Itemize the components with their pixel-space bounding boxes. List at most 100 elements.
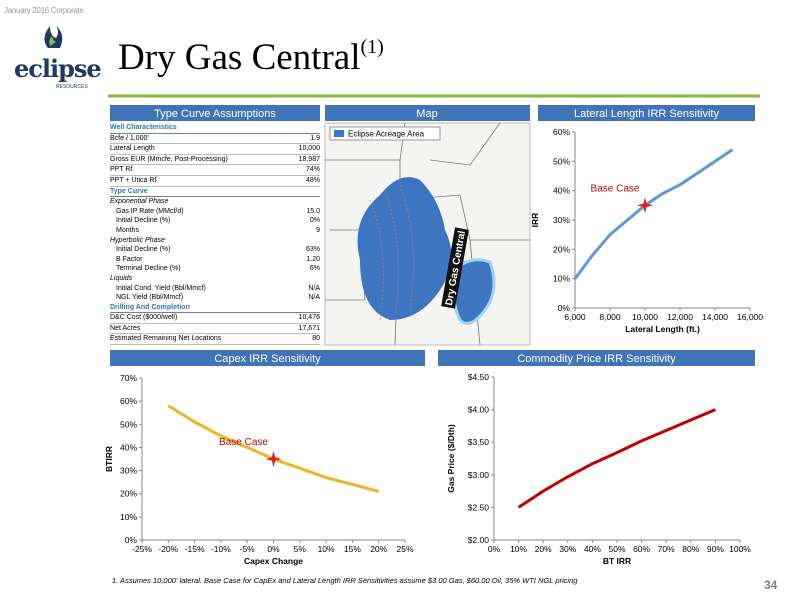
chart-title: Capex IRR Sensitivity — [214, 353, 321, 365]
table-row: Initial Decline (%) 63% — [110, 245, 320, 255]
table-row: NGL Yield (Bbl/Mmcf) N/A — [110, 293, 320, 303]
y-axis-label: BTIRR — [104, 446, 114, 472]
row-label: Initial Decline (%) — [116, 217, 171, 225]
table-row: Terminal Decline (%) 6% — [110, 264, 320, 274]
x-tick-label: 14,000 — [702, 312, 728, 322]
x-axis-label: Capex Change — [244, 556, 303, 566]
row-label: PPT Rf — [110, 166, 133, 174]
table-row: B Factor 1.20 — [110, 255, 320, 265]
row-label: PPT + Utica Rf — [110, 176, 157, 184]
map: Eclipse Acreage Area Dry Gas Central — [324, 122, 531, 346]
table-row: D&C Cost ($000/well) 10,476 — [110, 313, 320, 324]
row-label: Initial Cond. Yield (Bbl/Mmcf) — [116, 284, 206, 292]
x-tick-label: 80% — [682, 544, 699, 554]
row-value: 18,987 — [298, 155, 320, 163]
y-tick-label: 50% — [120, 419, 137, 429]
x-tick-label: 5% — [294, 544, 307, 554]
annotation: Base Case — [219, 437, 268, 448]
row-label: Initial Decline (%) — [116, 246, 171, 254]
row-label: Gas IP Rate (MMcf/d) — [116, 207, 184, 215]
row-value: 6% — [309, 265, 320, 273]
series-line — [517, 408, 716, 509]
title-bar — [110, 350, 425, 366]
row-value: 0% — [309, 217, 320, 225]
y-tick-label: 30% — [553, 215, 570, 225]
y-tick-label: 20% — [120, 489, 137, 499]
base-case-marker — [637, 197, 653, 214]
group-heading: Exponential Phase — [110, 198, 169, 206]
x-tick-label: 60% — [633, 544, 650, 554]
row-label: D&C Cost ($000/well) — [110, 314, 178, 322]
x-tick-label: 40% — [584, 544, 601, 554]
assumptions-table: Well Characteristics Bcfe / 1,000' 1.9 Late… — [110, 123, 320, 346]
row-value: 10,000 — [298, 145, 320, 153]
corner-text: January 2016 Corporate — [4, 6, 84, 15]
base-case-marker — [265, 451, 282, 467]
chart-title: Commodity Price IRR Sensitivity — [517, 353, 676, 365]
map-title: Map — [416, 108, 437, 120]
row-label: B Factor — [116, 255, 143, 263]
row-value: 9 — [316, 226, 320, 234]
table-title: Type Curve Assumptions — [154, 108, 276, 120]
logo-text: eclipse — [14, 54, 102, 83]
row-label: Lateral Length — [110, 145, 155, 153]
x-tick-label: 30% — [559, 544, 576, 554]
title-sup: (1) — [360, 36, 384, 58]
title-bar — [110, 105, 320, 121]
table-row: Net Acres 17,671 — [110, 324, 320, 335]
x-tick-label: 8,000 — [599, 312, 621, 322]
row-label: Months — [116, 226, 139, 234]
row-label: Net Acres — [110, 324, 141, 332]
chart-title: Lateral Length IRR Sensitivity — [574, 108, 719, 120]
section-heading: Well Characteristics — [110, 123, 320, 134]
y-tick-label: $2.00 — [468, 535, 490, 545]
title-text: Dry Gas Central — [118, 37, 361, 78]
table-row: Gas IP Rate (MMcf/d) 15.0 — [110, 207, 320, 217]
y-tick-label: 40% — [553, 186, 570, 196]
table-row: Months 9 — [110, 226, 320, 236]
y-tick-label: $3.00 — [468, 470, 490, 480]
row-value: 17,671 — [298, 324, 320, 332]
x-tick-label: 70% — [658, 544, 675, 554]
y-tick-label: 10% — [553, 274, 570, 284]
row-value: 1.20 — [306, 255, 320, 263]
page-number: 34 — [764, 578, 778, 592]
row-label: Bcfe / 1,000' — [110, 134, 149, 142]
logo-icon — [44, 26, 63, 48]
title-bar — [538, 105, 755, 121]
row-value: 48% — [305, 176, 320, 184]
x-axis-label: Lateral Length (ft.) — [625, 324, 700, 334]
x-tick-label: 90% — [707, 544, 724, 554]
table-row: Gross EUR (Mmcfe, Post-Processing) 18,987 — [110, 155, 320, 166]
y-tick-label: 60% — [553, 127, 570, 137]
x-tick-label: 20% — [370, 544, 387, 554]
y-tick-label: 10% — [120, 512, 137, 522]
y-tick-label: 0% — [125, 535, 138, 545]
map-legend: Eclipse Acreage Area — [348, 130, 425, 139]
table-row: PPT Rf 74% — [110, 165, 320, 176]
row-label: NGL Yield (Bbl/Mmcf) — [116, 294, 184, 302]
row-value: 80 — [312, 335, 320, 343]
y-tick-label: 60% — [120, 396, 137, 406]
series-line — [167, 404, 380, 493]
x-tick-label: 0% — [267, 544, 280, 554]
x-tick-label: -20% — [158, 544, 178, 554]
y-tick-label: 50% — [553, 156, 570, 166]
row-value: 1.9 — [310, 134, 320, 142]
row-label: Estimated Remaining Net Locations — [110, 335, 222, 343]
y-tick-label: 40% — [120, 442, 137, 452]
row-label: Gross EUR (Mmcfe, Post-Processing) — [110, 155, 228, 163]
x-tick-label: 12,000 — [667, 312, 693, 322]
row-value: 10,476 — [298, 314, 320, 322]
table-row: Lateral Length 10,000 — [110, 144, 320, 155]
title-bar — [438, 350, 755, 366]
row-value: 63% — [305, 246, 320, 254]
x-tick-label: 50% — [608, 544, 625, 554]
x-tick-label: 0% — [488, 544, 501, 554]
x-tick-label: 6,000 — [564, 312, 586, 322]
section-heading: Drilling And Completion — [110, 303, 320, 314]
row-value: N/A — [308, 294, 320, 302]
x-tick-label: -5% — [240, 544, 256, 554]
